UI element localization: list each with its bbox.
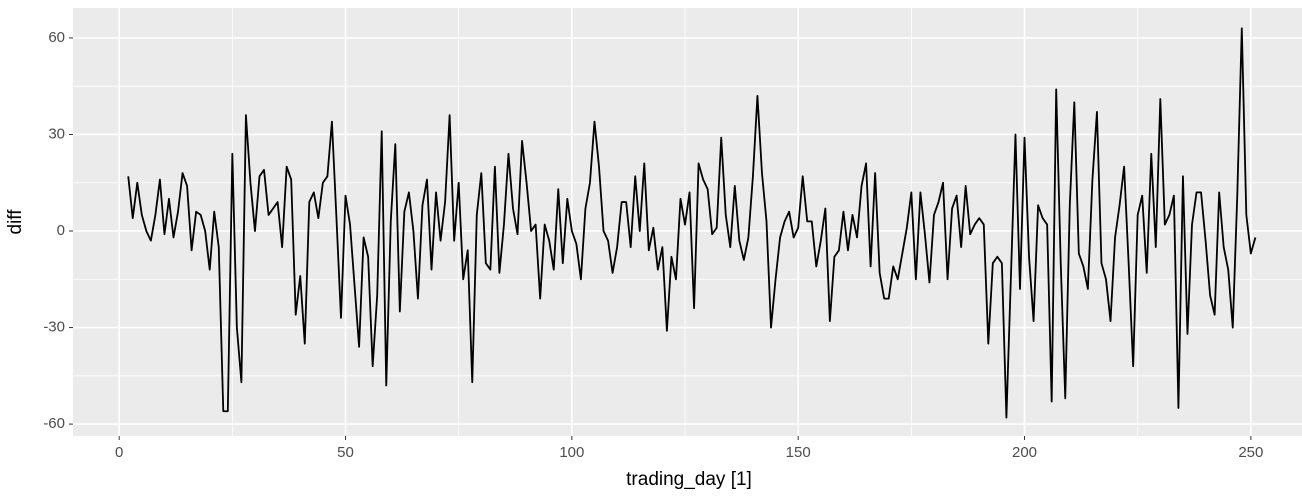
- x-tick-label: 250: [1238, 444, 1263, 461]
- x-tick-label: 50: [337, 444, 354, 461]
- y-tick-label: 60: [48, 29, 65, 46]
- x-tick-label: 150: [786, 444, 811, 461]
- x-tick-label: 100: [559, 444, 584, 461]
- y-tick-label: 30: [48, 125, 65, 142]
- x-tick-label: 0: [115, 444, 123, 461]
- y-axis-title: diff: [5, 209, 26, 235]
- y-tick-label: 0: [57, 222, 65, 239]
- line: [127, 27, 1257, 419]
- x-axis-title: trading_day [1]: [626, 469, 752, 490]
- y-tick-label: -60: [43, 415, 65, 432]
- panel: [73, 8, 1302, 436]
- y-tick-label: -30: [43, 319, 65, 336]
- x-tick-label: 200: [1012, 444, 1037, 461]
